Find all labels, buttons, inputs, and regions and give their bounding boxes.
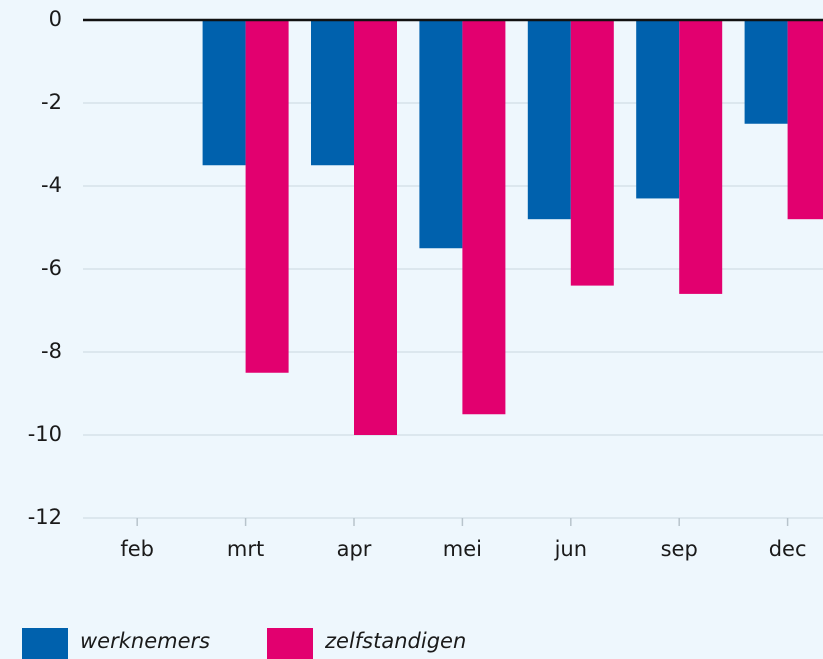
- x-tick-label: mrt: [227, 537, 264, 561]
- y-tick-label: -4: [41, 173, 62, 197]
- x-tick-label: dec: [769, 537, 807, 561]
- x-tick-label: feb: [120, 537, 154, 561]
- y-tick-label: -12: [28, 505, 62, 529]
- bar: [202, 20, 246, 166]
- legend-text: werknemers: [80, 629, 210, 653]
- y-tick-label: -6: [41, 256, 62, 280]
- legend-text: zelfstandigen: [324, 629, 466, 653]
- x-tick-label: apr: [337, 537, 372, 561]
- bar: [636, 20, 680, 199]
- bar: [462, 20, 506, 415]
- bar: [311, 20, 354, 166]
- bar: [527, 20, 571, 220]
- bar: [570, 20, 614, 286]
- y-tick-label: -10: [28, 422, 62, 446]
- bar: [245, 20, 289, 373]
- bar: [354, 20, 397, 435]
- bar: [419, 20, 463, 249]
- x-tick-label: sep: [661, 537, 698, 561]
- x-tick-label: jun: [554, 537, 587, 561]
- y-tick-label: -2: [41, 90, 62, 114]
- legend-swatch: [267, 628, 313, 659]
- y-tick-label: 0: [49, 7, 62, 31]
- y-tick-label: -8: [41, 339, 62, 363]
- bar: [787, 20, 823, 220]
- legend-swatch: [22, 628, 68, 659]
- bar: [744, 20, 788, 124]
- bar: [679, 20, 723, 294]
- x-tick-label: mei: [443, 537, 482, 561]
